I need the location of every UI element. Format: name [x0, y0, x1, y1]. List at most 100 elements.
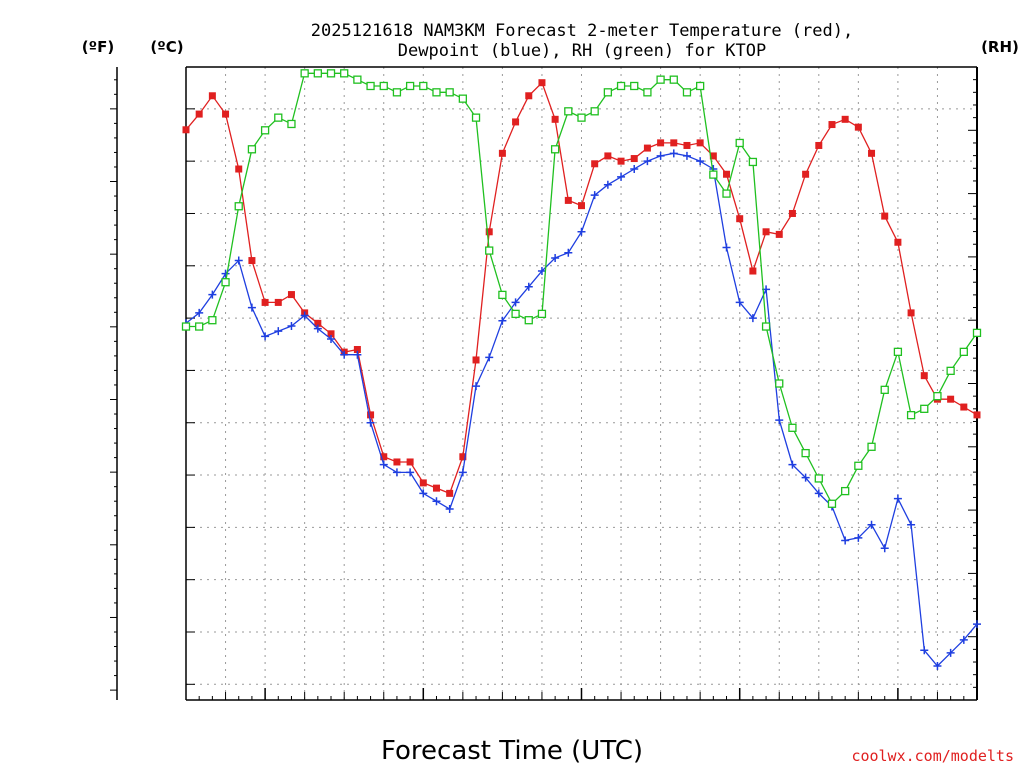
rh-point — [405, 81, 415, 91]
temperature-point — [630, 155, 638, 163]
dewpoint-point — [261, 332, 270, 341]
temperature-point — [894, 238, 902, 246]
dewpoint-point — [340, 350, 349, 359]
fahrenheit-unit-label: (ºF) — [82, 38, 114, 56]
rh-point — [761, 322, 771, 331]
dewpoint-point — [327, 335, 336, 344]
dewpoint-point — [907, 520, 916, 529]
rh-point — [564, 107, 573, 116]
dewpoint-point — [590, 191, 599, 200]
rh-point — [485, 246, 494, 255]
rh-point — [893, 347, 903, 357]
dewpoint-point — [814, 489, 823, 498]
rh-point — [511, 309, 520, 319]
rh-point — [326, 69, 336, 78]
dewpoint-point — [511, 298, 520, 307]
rh-point — [775, 379, 784, 388]
rh-point — [643, 88, 652, 97]
temperature-point — [525, 92, 533, 100]
axes — [110, 66, 978, 701]
rh-point — [801, 448, 810, 458]
series-dewpoint — [182, 149, 981, 670]
temperature-point — [432, 484, 440, 492]
grid — [186, 67, 977, 700]
rh-point — [181, 322, 191, 331]
rh-point — [656, 75, 665, 84]
temperature-point — [551, 115, 559, 123]
dewpoint-point — [669, 149, 678, 158]
dewpoint-point — [841, 536, 850, 545]
temperature-point — [854, 123, 862, 131]
temperature-point — [406, 458, 414, 466]
temperature-point — [274, 298, 282, 306]
rh-point — [340, 69, 349, 78]
temperature-point — [314, 319, 322, 327]
dewpoint-point — [643, 157, 652, 166]
rh-point — [933, 392, 942, 401]
rh-point — [696, 81, 705, 91]
temperature-point — [235, 165, 243, 173]
rh-point — [524, 316, 533, 325]
temperature-point — [762, 228, 770, 236]
rh-point — [550, 145, 560, 154]
temperature-point — [683, 141, 691, 149]
temperature-point — [973, 411, 981, 419]
dewpoint-point — [406, 468, 415, 477]
rh-point — [300, 69, 309, 78]
dewpoint-point — [603, 180, 612, 189]
temperature-point — [643, 144, 651, 152]
rh-point — [208, 316, 217, 325]
temperature-point — [261, 298, 269, 306]
temperature-point — [380, 453, 388, 461]
dewpoint-point — [735, 298, 744, 307]
credit-label: coolwx.com/modelts — [851, 747, 1014, 765]
dewpoint-point — [366, 418, 375, 427]
temperature-point — [947, 395, 955, 403]
temperature-point — [802, 170, 810, 178]
rh-point — [590, 107, 599, 116]
dewpoint-point — [247, 303, 256, 312]
dewpoint-point — [300, 311, 309, 320]
rh-point — [234, 202, 243, 211]
rh-unit-label: (RH) — [981, 38, 1019, 56]
dewpoint-point — [775, 416, 784, 425]
rh-point — [419, 81, 428, 91]
temperature-point — [670, 139, 678, 147]
temperature-point — [723, 170, 731, 178]
rh-point — [471, 113, 481, 122]
chart-title-line-2: Dewpoint (blue), RH (green) for KTOP — [398, 41, 766, 61]
temperature-point — [498, 149, 506, 157]
temperature-point — [222, 110, 230, 118]
temperature-point — [485, 228, 493, 236]
series — [181, 69, 982, 670]
temperature-point — [736, 215, 744, 223]
rh-point — [972, 328, 982, 338]
dewpoint-point — [973, 620, 981, 629]
rh-point — [867, 442, 876, 451]
dewpoint-point — [630, 165, 639, 174]
temperature-point — [195, 110, 203, 118]
dewpoint-point — [656, 151, 665, 160]
chart-title-line-1: 2025121618 NAM3KM Forecast 2-meter Tempe… — [311, 21, 853, 41]
rh-point — [735, 138, 744, 148]
rh-point — [287, 119, 296, 129]
rh-point — [906, 410, 916, 420]
rh-point — [392, 88, 402, 97]
rh-point — [221, 278, 230, 287]
temperature-point — [591, 160, 599, 168]
rh-point — [432, 88, 441, 97]
rh-point — [722, 189, 731, 198]
rh-point — [537, 309, 547, 319]
dewpoint-point — [551, 253, 560, 262]
dewpoint-point — [537, 267, 546, 276]
temperature-point — [815, 141, 823, 149]
temperature-point — [538, 79, 546, 87]
temperature-point — [287, 291, 295, 299]
rh-point — [458, 94, 468, 103]
dewpoint-point — [577, 227, 586, 236]
temperature-point — [604, 152, 612, 160]
dewpoint-point — [498, 316, 507, 325]
temperature-point — [248, 257, 256, 265]
dewpoint-point — [696, 157, 705, 166]
rh-point — [669, 75, 678, 84]
